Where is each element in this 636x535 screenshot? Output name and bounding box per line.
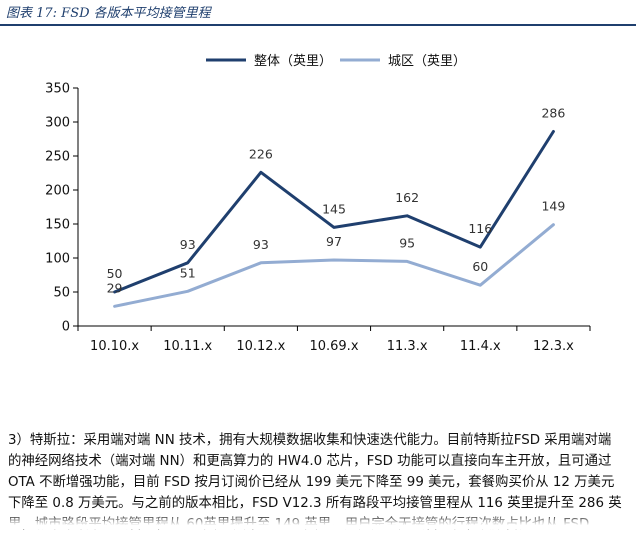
- data-label: 149: [541, 199, 565, 214]
- data-label: 145: [322, 201, 346, 216]
- x-tick-label: 10.10.x: [90, 339, 139, 354]
- series-line: [113, 130, 555, 294]
- data-label: 60: [472, 259, 488, 274]
- data-label: 93: [180, 237, 196, 252]
- paragraph-line: 的神经网络技术（端对端 NN）和更高算力的 HW4.0 芯片，FSD 功能可以直…: [8, 454, 612, 469]
- y-tick-label: 300: [45, 116, 70, 131]
- data-labels-overall: 50 93 226 145 162 116 286: [107, 106, 566, 281]
- legend-label: 整体（英里）: [254, 54, 332, 69]
- data-label: 29: [107, 280, 123, 295]
- y-tick-label: 100: [45, 252, 70, 267]
- chart-series: 50 93 226 145 162 116 286 29 51 93 97 95 60 149: [107, 106, 566, 308]
- paragraph-line: OTA 不断增强功能，目前 FSD 按月订阅价已经从 199 美元下降至 99 …: [8, 475, 615, 490]
- x-tick-label: 12.3.x: [533, 339, 574, 354]
- x-tick-label: 10.11.x: [163, 339, 212, 354]
- x-tick-label: 10.12.x: [236, 339, 285, 354]
- y-tick-label: 250: [45, 150, 70, 165]
- data-label: 116: [468, 221, 492, 236]
- chart-legend: 整体（英里） 城区（英里）: [206, 54, 466, 69]
- paragraph-line: 3）特斯拉：采用端对端 NN 技术，拥有大规模数据收集和快速迭代能力。目前特斯拉…: [8, 433, 612, 448]
- chart-axes: 0 50 100 150 200 250 300 350 10.10.x 10.11.x 10.12…: [45, 82, 591, 354]
- legend-label: 城区（英里）: [388, 54, 466, 69]
- y-tick-label: 350: [45, 82, 70, 97]
- y-tick-label: 0: [62, 320, 70, 335]
- data-label: 286: [541, 106, 565, 121]
- line-chart: 整体（英里） 城区（英里） 0 50 100 150 200 250 300 350 10.10.…: [45, 54, 591, 354]
- page-cut-fade: [0, 514, 636, 529]
- data-label: 50: [107, 266, 123, 281]
- data-label: 226: [249, 146, 273, 161]
- paragraph-line: 下降至 0.8 万美元。与之前的版本相比，FSD V12.3 所有路段平均接管里…: [8, 496, 622, 511]
- data-label: 95: [399, 235, 415, 250]
- y-tick-label: 150: [45, 218, 70, 233]
- x-tick-label: 11.4.x: [460, 339, 501, 354]
- data-label: 97: [326, 234, 342, 249]
- series-overall: [113, 130, 555, 294]
- data-label: 162: [395, 190, 419, 205]
- title-rule: [0, 24, 636, 26]
- figure-title: 图表 17: FSD 各版本平均接管里程: [6, 6, 211, 21]
- series-line: [113, 223, 555, 308]
- x-tick-label: 10.69.x: [309, 339, 358, 354]
- data-label: 51: [180, 265, 196, 280]
- data-label: 93: [253, 237, 269, 252]
- y-tick-label: 200: [45, 184, 70, 199]
- series-urban: [113, 223, 555, 308]
- data-labels-urban: 29 51 93 97 95 60 149: [107, 199, 566, 296]
- x-tick-label: 11.3.x: [387, 339, 428, 354]
- y-tick-label: 50: [53, 286, 70, 301]
